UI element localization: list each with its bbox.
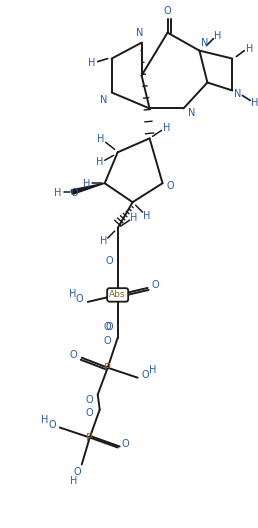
Text: O: O [70,350,78,360]
Polygon shape [71,183,105,194]
Text: H: H [246,44,253,54]
Text: H: H [41,414,49,425]
Text: H: H [163,124,170,134]
Text: H: H [130,213,137,223]
Text: H: H [88,58,95,68]
Text: O: O [122,439,130,449]
Text: H: H [83,179,91,189]
Text: Abs: Abs [109,290,126,299]
Text: N: N [234,89,241,99]
Text: O: O [86,408,94,418]
Text: O: O [167,181,174,191]
Text: O: O [48,420,56,430]
Text: O: O [106,256,114,266]
Text: P: P [104,363,111,373]
Text: O: O [71,188,79,198]
Text: O: O [86,394,94,404]
Text: N: N [136,27,143,37]
Text: O: O [152,280,159,290]
Text: O: O [106,322,114,332]
Text: O: O [104,322,111,332]
Text: N: N [201,37,208,48]
Text: H: H [54,188,61,198]
Text: O: O [104,336,111,346]
Text: H: H [69,289,76,299]
Text: H: H [149,365,156,375]
Text: O: O [164,6,171,16]
Text: N: N [100,96,107,106]
Text: H: H [96,157,103,167]
Text: O: O [142,370,149,380]
Text: N: N [188,108,195,118]
Text: O: O [74,467,82,477]
Text: H: H [214,31,221,41]
Text: P: P [86,432,93,442]
Text: H: H [70,476,77,486]
Text: H: H [100,236,107,246]
Text: O: O [76,294,84,304]
Text: H: H [97,134,104,144]
Text: H: H [251,98,258,108]
Text: H: H [143,211,150,221]
